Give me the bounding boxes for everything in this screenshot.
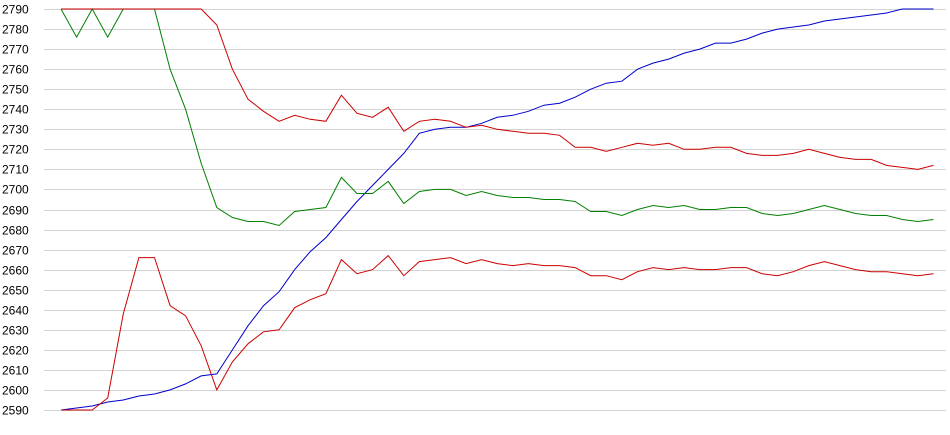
y-tick-label: 2740 [2,103,29,117]
y-tick-label: 2590 [2,404,29,418]
y-tick-label: 2780 [2,23,29,37]
y-tick-label: 2650 [2,284,29,298]
gridlines [44,9,946,411]
series-line-3 [61,8,934,170]
y-tick-label: 2760 [2,63,29,77]
series-line-4 [61,254,934,411]
y-tick-label: 2770 [2,43,29,57]
series-lines [60,7,934,411]
y-tick-label: 2640 [2,304,29,318]
y-tick-label: 2720 [2,143,29,157]
y-tick-label: 2710 [2,163,29,177]
y-axis: 2590 2600 2610 2620 2630 2640 2650 2660 2670 2680… [2,3,29,418]
series-line-1 [60,8,934,411]
y-tick-label: 2790 [2,3,29,17]
y-tick-label: 2610 [2,364,29,378]
series-line-2 [60,7,934,227]
y-tick-label: 2750 [2,83,29,97]
y-tick-label: 2730 [2,123,29,137]
y-tick-label: 2700 [2,183,29,197]
y-tick-label: 2660 [2,264,29,278]
y-tick-label: 2620 [2,344,29,358]
y-tick-label: 2670 [2,244,29,258]
y-tick-label: 2600 [2,384,29,398]
y-tick-label: 2630 [2,324,29,338]
y-tick-label: 2680 [2,224,29,238]
y-tick-label: 2690 [2,204,29,218]
